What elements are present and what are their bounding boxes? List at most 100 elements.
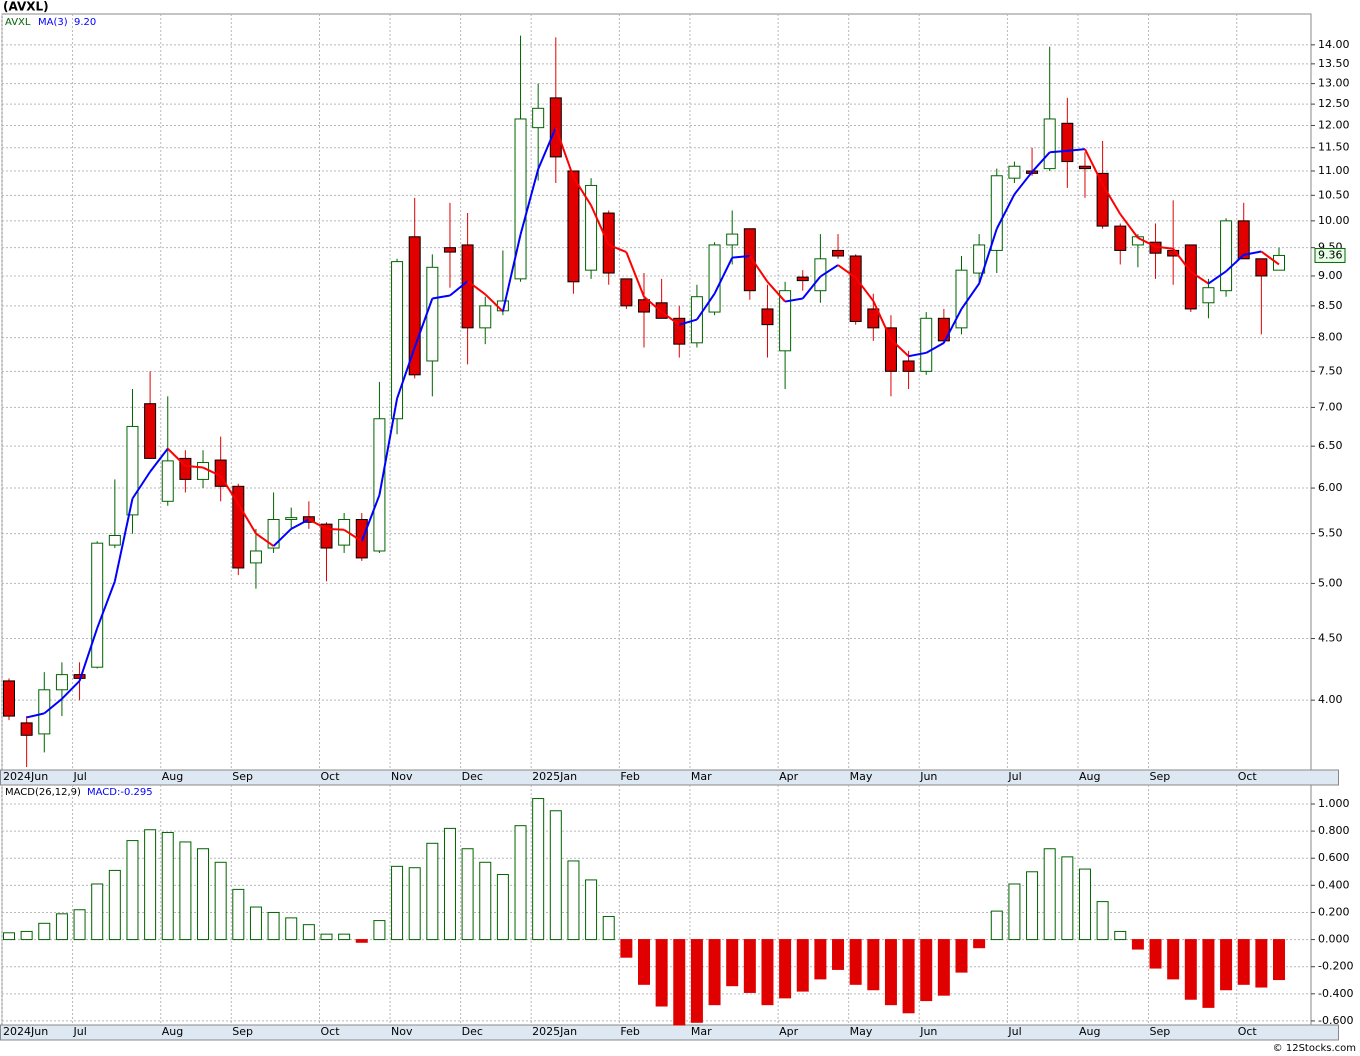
macd-bar: [849, 939, 862, 985]
candle-body: [902, 360, 915, 372]
x-tick-label: Aug: [1079, 1025, 1100, 1038]
y-tick-label: 4.50: [1318, 632, 1343, 645]
macd-bar: [320, 933, 333, 941]
ma-segment: [661, 311, 680, 326]
ma-segment: [1260, 250, 1280, 266]
ma-segment: [396, 347, 416, 399]
ma-segment: [326, 527, 345, 531]
x-tick-label: Dec: [462, 1025, 483, 1038]
ma-segment: [1137, 236, 1156, 248]
ma-segment: [1031, 151, 1051, 173]
y-tick-label: 11.50: [1318, 141, 1350, 154]
y-tick-label: 7.50: [1318, 364, 1343, 377]
macd-bar: [673, 939, 686, 1026]
macd-bar: [20, 930, 33, 941]
macd-bar: [161, 831, 174, 941]
ma-segment: [219, 475, 240, 505]
candle-body: [638, 299, 650, 313]
x-tick-label: Jun: [919, 1025, 937, 1038]
macd-bar: [1255, 939, 1268, 988]
ma-segment: [696, 293, 716, 321]
candle-body: [990, 175, 1003, 251]
ma-segment: [819, 264, 839, 278]
candle-body: [779, 290, 792, 352]
ma-segment: [872, 300, 892, 340]
macd-bar: [902, 939, 915, 1014]
macd-bar: [1149, 939, 1162, 969]
candle-body: [1078, 165, 1091, 170]
macd-bar: [832, 939, 845, 970]
x-tick-label: May: [850, 770, 873, 783]
candle-body: [108, 534, 121, 546]
ma-segment: [167, 447, 187, 467]
ma-segment: [272, 528, 292, 547]
ma-segment: [484, 293, 504, 313]
ma-segment: [290, 518, 310, 530]
candle-body: [673, 317, 686, 345]
candle-body: [461, 244, 474, 329]
ma-segment: [1172, 248, 1192, 273]
macd-bar: [796, 939, 809, 992]
x-tick-label: Sep: [1150, 1025, 1171, 1038]
x-tick-label: Sep: [1150, 770, 1171, 783]
macd-bar: [267, 911, 280, 941]
macd-bar: [197, 848, 210, 941]
macd-bar: [461, 848, 474, 941]
candle-body: [267, 518, 280, 549]
ma-segment: [149, 447, 169, 473]
y-tick-label: 6.50: [1318, 439, 1343, 452]
x-tick-label: Jul: [73, 1025, 87, 1038]
candle-body: [426, 266, 439, 362]
legend-ma: MA(3): [38, 17, 68, 28]
candle-body: [1220, 220, 1233, 292]
y-tick-label: -0.400: [1318, 987, 1353, 1000]
macd-bar: [655, 939, 668, 1007]
macd-bar: [549, 810, 562, 941]
macd-bar: [638, 939, 650, 985]
ma-segment: [43, 698, 63, 715]
candle-body: [1114, 225, 1127, 251]
macd-bar: [990, 910, 1003, 941]
legend-ma-value: 9.20: [74, 17, 96, 28]
candle-body: [179, 457, 192, 480]
ma-segment: [749, 255, 769, 283]
candle-body: [1202, 287, 1215, 304]
x-tick-label: Feb: [620, 770, 639, 783]
candle-body: [585, 184, 598, 271]
macd-bar: [496, 873, 509, 941]
ma-segment: [572, 176, 592, 206]
x-tick-label: Aug: [1079, 770, 1100, 783]
y-tick-label: 0.400: [1318, 878, 1350, 891]
ma-segment: [908, 351, 927, 358]
candle-body: [567, 170, 580, 283]
x-tick-label: Sep: [232, 770, 253, 783]
candle-body: [1184, 244, 1197, 310]
ma-segment: [713, 257, 734, 295]
candle-body: [285, 517, 298, 520]
x-tick-label: 2025Jan: [532, 770, 577, 783]
candle-body: [3, 680, 15, 717]
macd-bar: [391, 865, 404, 941]
ma-segment: [501, 234, 522, 312]
date-strip: [0, 1024, 1339, 1041]
macd-bar: [108, 869, 121, 941]
x-tick-label: May: [850, 1025, 873, 1038]
y-tick-label: 5.00: [1318, 576, 1343, 589]
ma-segment: [343, 528, 363, 543]
macd-bar: [232, 888, 245, 941]
macd-bar: [443, 827, 456, 941]
x-tick-label: Mar: [691, 1025, 712, 1038]
candle-body: [1043, 118, 1056, 170]
y-tick-label: 13.50: [1318, 57, 1350, 70]
macd-bar: [126, 840, 139, 941]
y-tick-label: -0.600: [1318, 1014, 1353, 1027]
ma-segment: [449, 280, 469, 297]
ma-segment: [378, 398, 399, 496]
ma-segment: [643, 295, 663, 313]
macd-bar: [779, 939, 792, 999]
ma-segment: [467, 280, 486, 296]
macd-bar: [1273, 939, 1285, 981]
y-tick-label: 14.00: [1318, 38, 1350, 51]
legend-macd-value: MACD:-0.295: [87, 787, 153, 798]
macd-bar: [1026, 871, 1039, 941]
